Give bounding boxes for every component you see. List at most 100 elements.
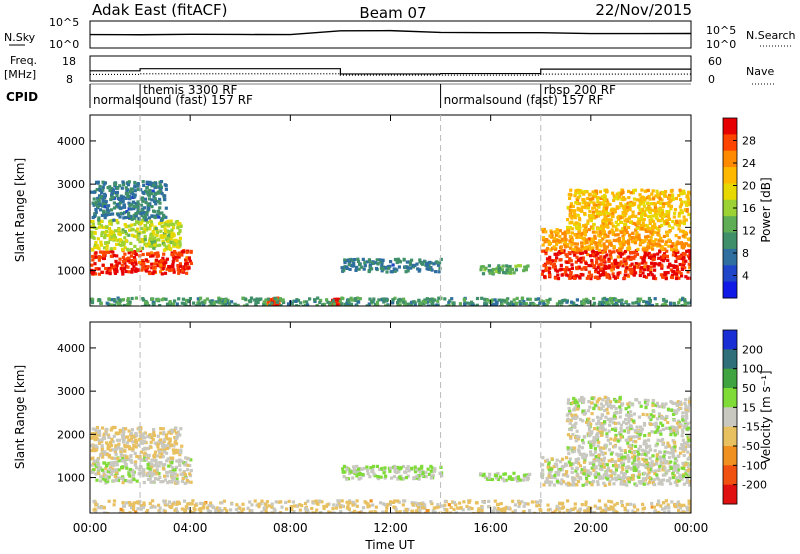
data-cell: [681, 445, 685, 449]
data-cell: [651, 258, 655, 262]
data-cell: [546, 300, 550, 304]
data-cell: [647, 476, 651, 480]
data-cell: [576, 479, 580, 483]
data-cell: [147, 461, 151, 465]
data-cell: [410, 466, 414, 470]
data-cell: [175, 448, 179, 452]
data-cell: [649, 422, 653, 426]
data-cell: [592, 222, 596, 227]
data-cell: [437, 270, 441, 274]
data-cell: [632, 463, 636, 467]
data-cell: [105, 247, 109, 251]
data-cell: [642, 267, 646, 272]
data-cell: [165, 459, 169, 463]
data-cell: [328, 304, 332, 306]
data-cell: [146, 447, 150, 451]
data-cell: [127, 429, 131, 433]
data-cell: [622, 251, 626, 255]
date-title: 22/Nov/2015: [595, 1, 692, 19]
data-cell: [617, 458, 621, 463]
data-cell: [340, 266, 344, 270]
data-cell: [648, 255, 652, 259]
data-cell: [90, 457, 94, 461]
data-cell: [140, 434, 144, 438]
data-cell: [616, 216, 620, 220]
data-cell: [653, 297, 657, 301]
data-cell: [569, 428, 573, 432]
data-cell: [343, 261, 347, 265]
data-cell: [646, 234, 650, 238]
data-cell: [136, 202, 140, 206]
data-cell: [670, 244, 674, 248]
data-cell: [660, 223, 664, 227]
data-cell: [632, 221, 636, 226]
data-cell: [296, 305, 300, 306]
data-cell: [343, 302, 347, 306]
data-cell: [520, 296, 525, 300]
data-cell: [680, 443, 684, 447]
data-cell: [676, 242, 680, 246]
data-cell: [357, 467, 361, 471]
data-cell: [171, 265, 175, 269]
data-cell: [591, 213, 596, 217]
data-cell: [120, 269, 124, 273]
data-cell: [605, 435, 609, 439]
data-cell: [134, 444, 138, 448]
data-cell: [136, 227, 140, 231]
data-cell: [322, 302, 326, 306]
data-cell: [93, 436, 97, 440]
data-cell: [104, 233, 108, 237]
data-cell: [319, 298, 323, 302]
data-cell: [347, 300, 351, 304]
data-cell: [149, 445, 153, 449]
data-cell: [573, 209, 577, 213]
data-cell: [184, 456, 188, 460]
data-cell: [587, 270, 591, 274]
data-cell: [170, 228, 174, 232]
data-cell: [144, 215, 148, 219]
data-cell: [669, 460, 673, 464]
data-cell: [649, 270, 653, 275]
data-cell: [669, 268, 673, 272]
data-cell: [583, 456, 587, 460]
data-cell: [591, 418, 595, 422]
data-cell: [522, 300, 526, 304]
data-cell: [631, 419, 635, 423]
data-cell: [651, 219, 655, 223]
data-cell: [290, 301, 294, 306]
data-cell: [584, 250, 588, 254]
data-cell: [592, 463, 596, 467]
data-cell: [621, 211, 625, 215]
data-cell: [494, 269, 498, 274]
data-cell: [395, 260, 399, 265]
data-cell: [627, 189, 631, 193]
data-cell: [657, 238, 661, 242]
data-cell: [613, 460, 617, 464]
data-cell: [670, 275, 674, 280]
data-cell: [650, 192, 654, 196]
data-cell: [158, 243, 162, 247]
data-cell: [568, 276, 572, 280]
data-cell: [171, 466, 175, 470]
data-cell: [687, 444, 691, 448]
data-cell: [171, 254, 175, 258]
data-cell: [689, 276, 691, 280]
data-cell: [396, 257, 400, 261]
data-cell: [637, 452, 641, 456]
data-cell: [597, 243, 601, 247]
data-cell: [668, 193, 672, 197]
data-cell: [682, 219, 686, 223]
data-cell: [672, 464, 676, 468]
data-cell: [167, 446, 171, 450]
data-cell: [98, 184, 102, 188]
data-cell: [124, 215, 128, 220]
data-cell: [631, 301, 635, 305]
data-cell: [653, 403, 657, 407]
data-cell: [174, 431, 179, 435]
data-cell: [122, 430, 126, 434]
data-cell: [598, 448, 603, 452]
data-cell: [662, 252, 667, 256]
data-cell: [342, 268, 346, 272]
data-cell: [117, 205, 121, 209]
data-cell: [179, 472, 183, 476]
